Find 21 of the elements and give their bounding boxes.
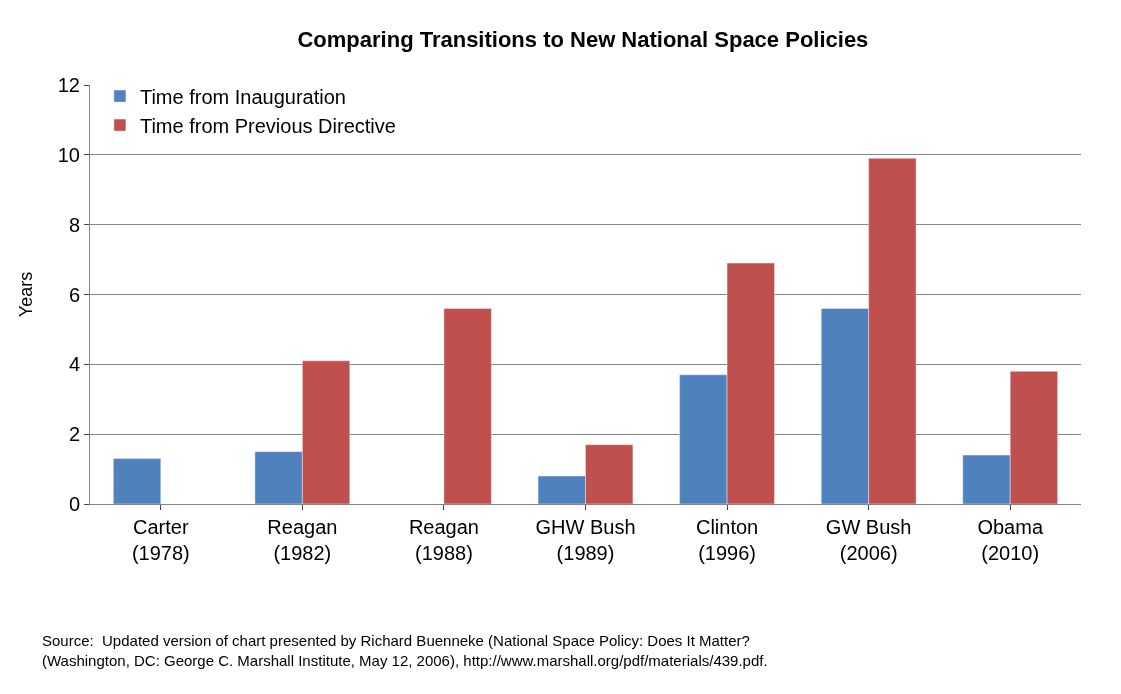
y-tick-label: 2 [68, 423, 80, 446]
y-tick-label: 10 [57, 143, 80, 166]
chart-title: Comparing Transitions to New National Space Policies [297, 26, 869, 52]
x-tick-label: Reagan (1982) [267, 516, 338, 564]
y-tick-label: 6 [68, 283, 80, 306]
y-tick-label: 4 [68, 353, 80, 376]
x-tick-label: GHW Bush (1989) [535, 516, 636, 564]
x-tick-label: Carter (1978) [131, 516, 190, 564]
x-tick-label: Clinton (1996) [695, 516, 759, 564]
bar [113, 458, 162, 504]
legend-label: Time from Previous Directive [139, 114, 396, 137]
x-tick-label: Reagan (1988) [408, 516, 479, 564]
bar [443, 308, 492, 504]
y-axis-title: Years [15, 271, 36, 318]
legend-label: Time from Inauguration [139, 85, 346, 108]
y-tick-label: 8 [68, 213, 80, 236]
source-note: Source: Updated version of chart presented by Richard Buenneke (National Space Policy: Does It Matter? (Washington, DC: George C. Marshall Institute, May 12, 2006), http://www.marshall.org/pdf/materials/439.pdf. [42, 632, 768, 669]
x-tick-label: Obama (2010) [977, 516, 1044, 564]
y-tick-label: 12 [57, 74, 80, 96]
x-tick-label: GW Bush (2006) [825, 516, 912, 564]
y-tick-label: 0 [68, 493, 80, 515]
